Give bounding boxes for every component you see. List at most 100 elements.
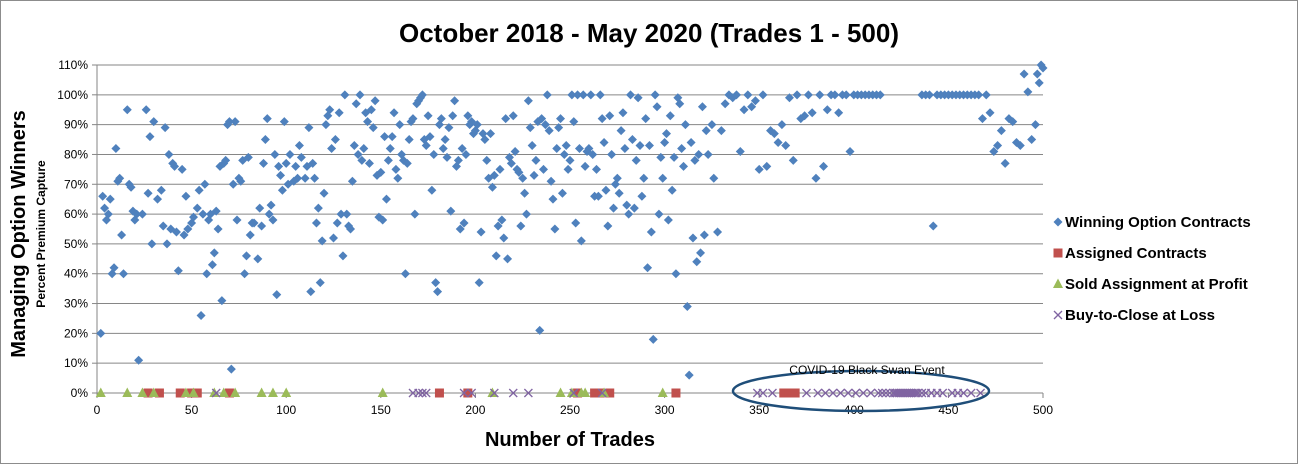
data-point	[111, 143, 121, 153]
data-point	[499, 233, 509, 243]
data-point	[591, 164, 601, 174]
data-point	[338, 251, 348, 261]
series-buy-to-close-at-loss	[211, 388, 986, 398]
x-marker-stroke	[489, 388, 499, 398]
data-point	[495, 164, 505, 174]
data-point	[616, 126, 626, 136]
data-point	[487, 182, 497, 192]
data-point	[593, 191, 603, 201]
legend-item: Buy-to-Close at Loss	[1053, 307, 1215, 324]
data-point	[713, 227, 723, 237]
x-marker-stroke	[421, 388, 431, 398]
x-marker-stroke	[467, 388, 477, 398]
data-point	[340, 90, 350, 100]
data-point	[122, 387, 133, 397]
data-point	[381, 194, 391, 204]
data-point	[446, 206, 456, 216]
data-point	[196, 310, 206, 320]
data-point	[584, 143, 594, 153]
data-point	[253, 254, 263, 264]
legend-marker	[1053, 278, 1063, 288]
data-point	[236, 176, 246, 186]
data-point	[699, 230, 709, 240]
data-point	[346, 224, 356, 234]
data-point	[601, 185, 611, 195]
data-point	[463, 388, 473, 398]
data-point	[353, 149, 363, 159]
data-point	[294, 141, 304, 151]
data-point	[633, 93, 643, 103]
data-point	[143, 188, 153, 198]
data-point	[815, 90, 825, 100]
data-point	[192, 388, 202, 398]
data-point	[716, 126, 726, 136]
y-tick-label: 10%	[64, 356, 88, 370]
legend-item: Sold Assignment at Profit	[1053, 276, 1248, 293]
data-point	[779, 388, 789, 398]
data-point	[811, 173, 821, 183]
legend-item: Winning Option Contracts	[1053, 214, 1251, 231]
x-marker-stroke	[836, 388, 846, 398]
data-point	[985, 108, 995, 118]
data-point	[391, 164, 401, 174]
data-point	[421, 141, 431, 151]
data-point	[521, 209, 531, 219]
data-point	[306, 287, 316, 297]
data-point	[523, 388, 533, 398]
data-point	[696, 248, 706, 258]
data-point	[599, 387, 610, 397]
data-point	[148, 387, 159, 397]
data-point	[977, 114, 987, 124]
data-point	[228, 179, 238, 189]
data-point	[319, 188, 329, 198]
x-marker-stroke	[866, 388, 876, 398]
y-tick-label: 90%	[64, 118, 88, 132]
data-point	[194, 185, 204, 195]
data-point	[404, 135, 414, 145]
data-point	[421, 388, 431, 398]
data-point	[310, 173, 320, 183]
data-point	[652, 102, 662, 112]
x-marker-stroke	[959, 388, 968, 398]
x-marker-stroke	[1053, 310, 1063, 320]
data-point	[1027, 135, 1037, 145]
data-point	[211, 206, 221, 216]
covid-event-label: COVID-19 Black Swan Event	[789, 363, 945, 377]
data-point	[224, 388, 234, 398]
data-point	[126, 182, 136, 192]
data-point	[274, 161, 284, 171]
data-point	[535, 325, 545, 335]
y-tick-label: 40%	[64, 267, 88, 281]
data-point	[503, 254, 513, 264]
data-point	[230, 387, 241, 397]
data-point	[845, 146, 855, 156]
data-point	[508, 388, 518, 398]
data-point	[996, 126, 1006, 136]
data-point	[224, 117, 234, 127]
data-point	[160, 123, 170, 133]
data-point	[514, 167, 524, 177]
data-point	[701, 126, 711, 136]
data-point	[665, 111, 675, 121]
legend-label: Sold Assignment at Profit	[1065, 276, 1248, 293]
data-point	[518, 173, 528, 183]
data-point	[784, 93, 794, 103]
data-point	[643, 263, 653, 273]
y-tick-label: 20%	[64, 326, 88, 340]
y-tick-label: 110%	[58, 58, 88, 72]
data-point	[117, 230, 127, 240]
data-point	[527, 141, 537, 151]
data-point	[679, 161, 689, 171]
data-point	[122, 105, 132, 115]
data-point	[529, 170, 539, 180]
data-point	[448, 111, 458, 121]
data-point	[552, 143, 562, 153]
x-marker-stroke	[966, 388, 976, 398]
data-point	[822, 105, 832, 115]
data-point	[368, 123, 378, 133]
x-marker-stroke	[459, 388, 469, 398]
x-marker-stroke	[414, 388, 424, 398]
data-point	[648, 334, 658, 344]
x-marker-stroke	[597, 388, 607, 398]
